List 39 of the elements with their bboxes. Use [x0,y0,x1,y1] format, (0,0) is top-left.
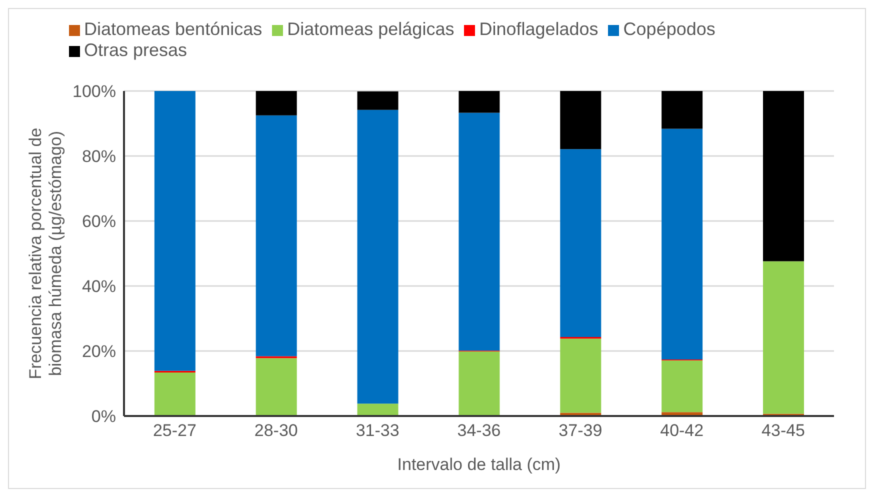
y-tick-label: 100% [72,82,116,102]
bar [357,91,398,110]
bar [256,91,297,116]
legend-label: Otras presas [84,40,188,60]
bar [357,110,398,404]
legend-label: Diatomeas bentónicas [84,19,262,39]
y-axis-title: Frecuencia relativa porcentual de biomasa húmeda (µg/estómago) [26,128,65,380]
x-tick-label: 31-33 [356,421,400,440]
bar [458,91,500,113]
x-axis-title: Intervalo de talla (cm) [397,455,561,474]
legend-label: Copépodos [623,19,716,39]
bar [357,404,398,416]
bar [560,149,602,338]
bar [662,360,703,412]
bar [763,261,804,414]
y-tick-label: 40% [82,277,116,296]
bar [256,115,297,356]
bar [458,351,500,416]
bar [154,91,196,371]
x-tick-label: 40-42 [660,421,704,440]
bar [763,91,804,262]
bar [560,91,602,150]
y-tick-label: 80% [82,147,116,166]
bar [662,91,703,129]
bar [662,128,703,360]
legend-label: Diatomeas pelágicas [287,19,454,39]
bar [256,358,297,416]
y-tick-label: 0% [91,407,116,426]
bar [560,338,602,413]
x-tick-label: 37-39 [558,421,602,440]
x-tick-label: 34-36 [457,421,501,440]
y-tick-label: 60% [82,212,116,232]
y-tick-label: 20% [82,342,116,362]
bar [458,112,500,351]
x-tick-label: 43-45 [762,421,806,440]
x-tick-label: 28-30 [254,421,298,440]
legend-label: Dinoflagelados [479,19,598,39]
x-tick-label: 25-27 [152,421,196,440]
bar [154,372,196,416]
